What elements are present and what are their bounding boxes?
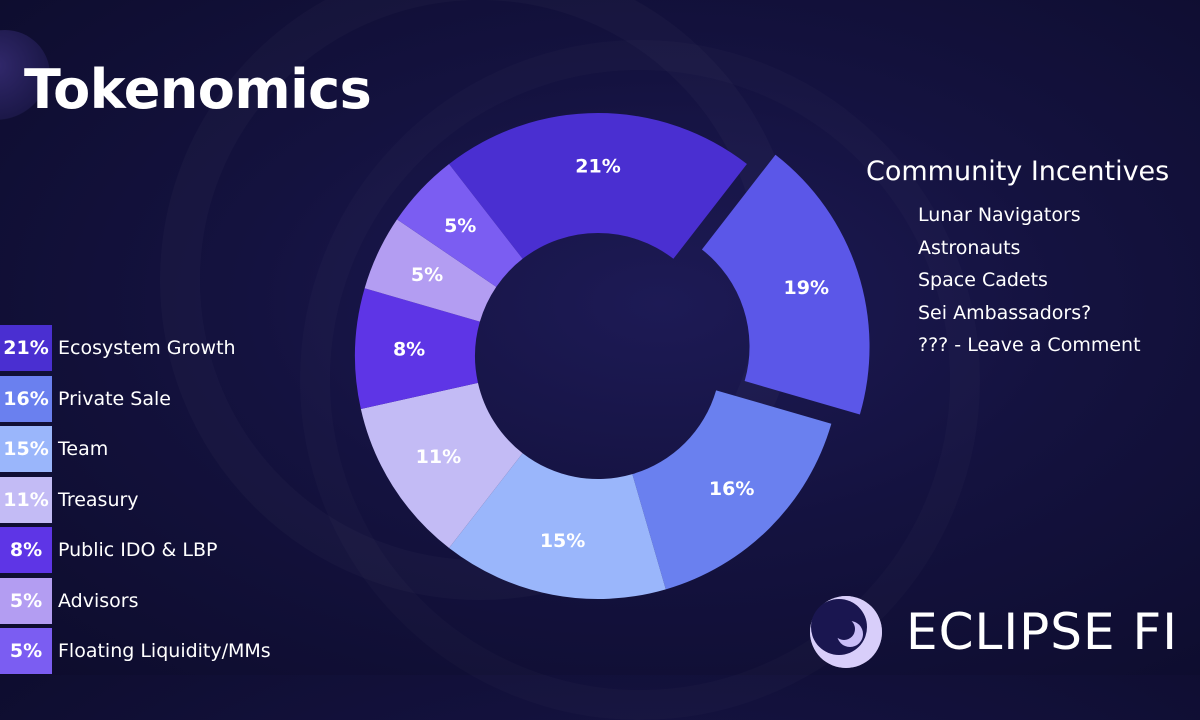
- legend-label: Treasury: [58, 488, 139, 511]
- legend-label: Private Sale: [58, 387, 171, 410]
- legend-label: Public IDO & LBP: [58, 539, 218, 561]
- donut-slice: [364, 219, 497, 322]
- donut-slice-label: 5%: [411, 264, 443, 286]
- donut-slice-label: 11%: [416, 446, 461, 468]
- donut-chart: 21% 19% 16% 15% 11% 8% 5% 5%: [354, 113, 870, 599]
- legend-item: 8% Public IDO & LBP: [0, 527, 320, 573]
- community-incentive-item: Lunar Navigators: [918, 204, 1081, 226]
- eclipse-logo-icon: [810, 596, 882, 668]
- legend-item: 5% Floating Liquidity/MMs: [0, 628, 320, 674]
- legend-label: Team: [58, 438, 109, 460]
- legend-item: 16% Private Sale: [0, 375, 320, 422]
- legend-item: 5% Advisors: [0, 577, 320, 624]
- community-incentives-list: Lunar Navigators Astronauts Space Cadets Se…: [866, 199, 1196, 362]
- legend-percent: 11%: [0, 476, 52, 523]
- page-title: Tokenomics: [24, 58, 372, 121]
- brand-logo-lockup: ECLIPSE FI: [808, 594, 1178, 670]
- donut-slice: [360, 382, 523, 549]
- legend-label: Floating Liquidity/MMs: [58, 640, 271, 662]
- donut-slice-label: 5%: [444, 215, 476, 237]
- legend-label: Ecosystem Growth: [58, 337, 236, 359]
- donut-slice: [397, 163, 523, 287]
- legend: 21% Ecosystem Growth 16% Private Sale 15% Tea…: [0, 325, 320, 679]
- community-incentive-item: Space Cadets: [918, 269, 1048, 291]
- brand-name: ECLIPSE FI: [906, 603, 1178, 661]
- community-incentive-item: Sei Ambassadors?: [918, 301, 1092, 324]
- legend-percent: 21%: [0, 325, 52, 371]
- legend-item: 15% Team: [0, 426, 320, 472]
- donut-slice-label: 8%: [393, 339, 425, 361]
- legend-item: 21% Ecosystem Growth: [0, 325, 320, 371]
- community-incentive-item: Astronauts: [918, 236, 1021, 259]
- legend-item: 11% Treasury: [0, 476, 320, 523]
- donut-slice: [449, 453, 666, 599]
- legend-label: Advisors: [58, 589, 139, 612]
- donut-slice: [354, 288, 480, 410]
- community-incentives-title: Community Incentives: [866, 156, 1170, 187]
- legend-percent: 5%: [0, 628, 52, 674]
- community-incentive-item: ??? - Leave a Comment: [918, 334, 1141, 356]
- legend-percent: 5%: [0, 577, 52, 624]
- donut-slice-label: 21%: [575, 156, 620, 178]
- legend-percent: 8%: [0, 527, 52, 573]
- donut-slice: [701, 154, 870, 415]
- legend-percent: 16%: [0, 375, 52, 422]
- donut-slice: [449, 113, 747, 259]
- community-incentives-panel: Community Incentives Lunar Navigators Ast…: [866, 156, 1196, 362]
- legend-percent: 15%: [0, 426, 52, 472]
- donut-slice-label: 16%: [709, 478, 754, 500]
- donut-slice-label: 19%: [784, 277, 829, 299]
- donut-slice: [632, 390, 832, 590]
- donut-slice-label: 15%: [540, 530, 585, 552]
